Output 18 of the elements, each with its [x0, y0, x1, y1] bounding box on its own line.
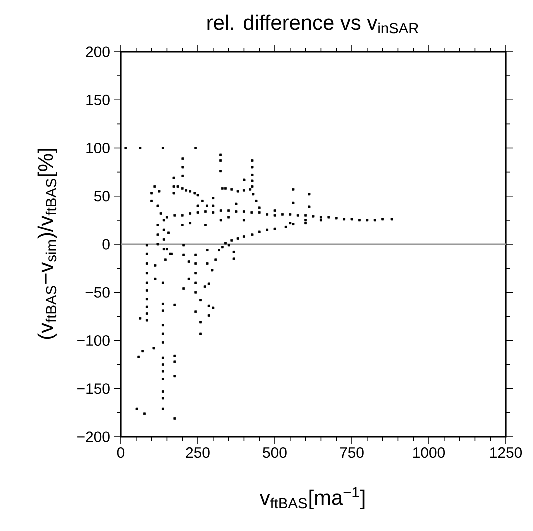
y-tick-label: −50	[86, 287, 110, 298]
x-tick-label: 500	[263, 448, 287, 458]
y-tick-label: 50	[94, 191, 110, 202]
x-tick-label: 250	[186, 448, 210, 458]
x-tick-label: 1000	[414, 448, 446, 458]
y-tick-label: −150	[78, 384, 110, 394]
y-axis-title: (v$_{ftBAS}$−v$_{sim}$)/v$_{ftBAS}$[%]	[38, 149, 58, 340]
x-tick-label: 750	[340, 448, 364, 458]
x-axis-title: v$_{ftBAS}$[ma$^{−1}$]	[260, 487, 365, 510]
y-tick-label: −200	[78, 432, 110, 442]
x-tick-label: 1250	[490, 448, 522, 458]
y-tick-label: −100	[78, 335, 110, 346]
y-tick-label: 200	[86, 46, 110, 58]
y-tick-label: 100	[86, 142, 110, 154]
y-tick-label: 0	[102, 239, 110, 250]
chart-title: rel. difference vs v$_{inSAR}$	[208, 14, 418, 34]
x-tick-label: 0	[117, 448, 125, 458]
y-tick-label: 150	[86, 94, 110, 106]
